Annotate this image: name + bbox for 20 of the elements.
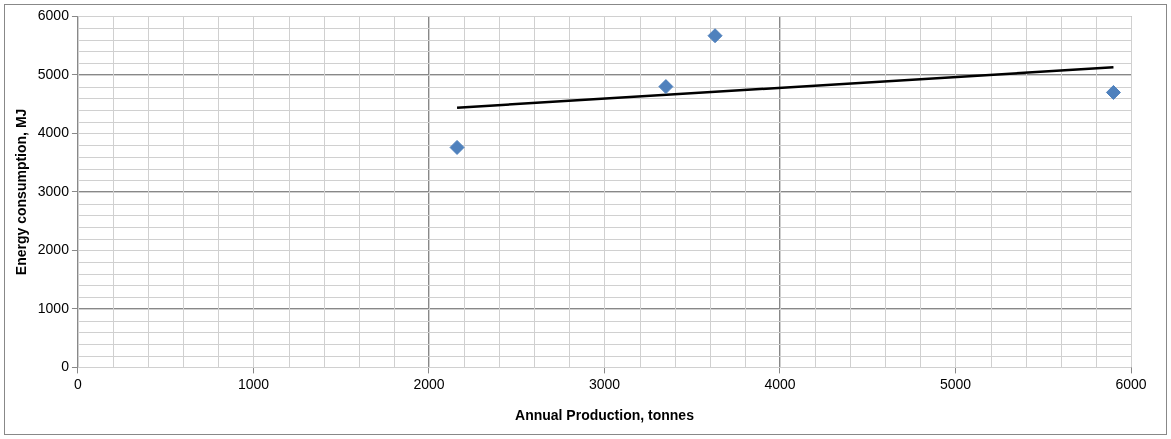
y-tick-label: 6000 — [37, 7, 70, 24]
x-tick-label: 3000 — [588, 375, 621, 392]
y-tick-label: 1000 — [37, 299, 70, 316]
point — [658, 79, 674, 95]
y-tick-label: 2000 — [37, 241, 70, 258]
y-tick-label: 0 — [61, 358, 70, 375]
y-tick-label: 4000 — [37, 124, 70, 141]
x-tick-label: 4000 — [764, 375, 796, 392]
y-tick-label: 5000 — [37, 65, 70, 82]
x-tick-label: 2000 — [413, 375, 445, 392]
x-tick-label: 0 — [74, 375, 83, 392]
x-axis-title: Annual Production, tonnes — [515, 407, 695, 424]
point — [1105, 84, 1121, 100]
point — [449, 139, 465, 155]
x-tick-label: 5000 — [939, 375, 972, 392]
x-tick-label: 1000 — [237, 375, 270, 392]
y-axis-title: Energy consumption, MJ — [13, 108, 30, 276]
y-tick-label: 3000 — [37, 182, 70, 199]
x-tick-label: 6000 — [1115, 375, 1147, 392]
point — [707, 28, 723, 44]
